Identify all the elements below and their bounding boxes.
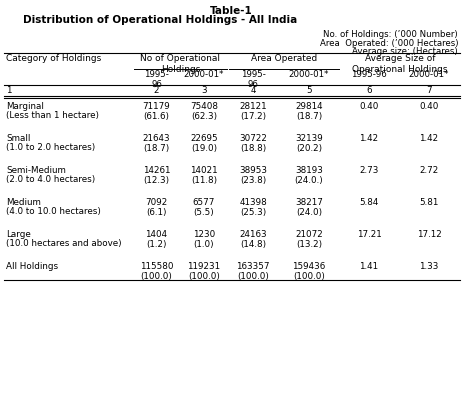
Text: (18.8): (18.8)	[240, 144, 266, 153]
Text: (Less than 1 hectare): (Less than 1 hectare)	[6, 111, 99, 120]
Text: (100.0): (100.0)	[237, 272, 269, 281]
Text: 5.84: 5.84	[359, 198, 379, 207]
Text: 1.33: 1.33	[419, 262, 439, 271]
Text: Medium: Medium	[6, 198, 41, 207]
Text: 29814: 29814	[295, 102, 323, 111]
Text: (10.0 hectares and above): (10.0 hectares and above)	[6, 239, 122, 248]
Text: (24.0): (24.0)	[296, 208, 322, 217]
Text: 22695: 22695	[190, 134, 218, 143]
Text: 2.72: 2.72	[419, 166, 438, 175]
Text: No. of Holdings: (’000 Number): No. of Holdings: (’000 Number)	[323, 30, 458, 39]
Text: 21643: 21643	[143, 134, 170, 143]
Text: (61.6): (61.6)	[144, 112, 170, 121]
Text: 115580: 115580	[140, 262, 173, 271]
Text: 17.12: 17.12	[417, 230, 441, 239]
Text: 28121: 28121	[239, 102, 267, 111]
Text: 24163: 24163	[239, 230, 267, 239]
Text: All Holdings: All Holdings	[6, 262, 58, 271]
Text: Average size: (Hectares): Average size: (Hectares)	[353, 47, 458, 56]
Text: 1.42: 1.42	[359, 134, 378, 143]
Text: 14261: 14261	[143, 166, 170, 175]
Text: 75408: 75408	[190, 102, 218, 111]
Text: (2.0 to 4.0 hectares): (2.0 to 4.0 hectares)	[6, 175, 95, 184]
Text: (100.0): (100.0)	[293, 272, 325, 281]
Text: 14021: 14021	[190, 166, 218, 175]
Text: Table-1: Table-1	[210, 6, 252, 16]
Text: 5.81: 5.81	[419, 198, 439, 207]
Text: 41398: 41398	[239, 198, 267, 207]
Text: 38953: 38953	[239, 166, 267, 175]
Text: Marginal: Marginal	[6, 102, 44, 111]
Text: (19.0): (19.0)	[191, 144, 217, 153]
Text: Area  Operated: (’000 Hectares): Area Operated: (’000 Hectares)	[320, 38, 458, 47]
Text: (4.0 to 10.0 hectares): (4.0 to 10.0 hectares)	[6, 207, 101, 216]
Text: 1995-
96: 1995- 96	[144, 70, 169, 90]
Text: 159436: 159436	[292, 262, 326, 271]
Text: 3: 3	[201, 86, 207, 95]
Text: (100.0): (100.0)	[188, 272, 220, 281]
Text: (1.0 to 2.0 hectares): (1.0 to 2.0 hectares)	[6, 143, 95, 152]
Text: 119231: 119231	[188, 262, 220, 271]
Text: 5: 5	[306, 86, 312, 95]
Text: (11.8): (11.8)	[191, 176, 217, 185]
Text: (6.1): (6.1)	[146, 208, 167, 217]
Text: 1995-96: 1995-96	[351, 70, 387, 79]
Text: (62.3): (62.3)	[191, 112, 217, 121]
Text: (18.7): (18.7)	[296, 112, 322, 121]
Text: 1.41: 1.41	[359, 262, 378, 271]
Text: (100.0): (100.0)	[140, 272, 172, 281]
Text: 1: 1	[6, 86, 12, 95]
Text: (18.7): (18.7)	[143, 144, 170, 153]
Text: 38217: 38217	[295, 198, 323, 207]
Text: 0.40: 0.40	[419, 102, 439, 111]
Text: (24.0.): (24.0.)	[295, 176, 323, 185]
Text: 32139: 32139	[295, 134, 323, 143]
Text: (12.3): (12.3)	[143, 176, 170, 185]
Text: Average Size of
Operational Holdings: Average Size of Operational Holdings	[352, 54, 448, 74]
Text: (13.2): (13.2)	[296, 240, 322, 249]
Text: 21072: 21072	[295, 230, 323, 239]
Text: Small: Small	[6, 134, 30, 143]
Text: 7: 7	[426, 86, 432, 95]
Text: (5.5): (5.5)	[194, 208, 214, 217]
Text: No of Operational
Holdings: No of Operational Holdings	[140, 54, 220, 74]
Text: 2: 2	[154, 86, 159, 95]
Text: Large: Large	[6, 230, 31, 239]
Text: Area Operated: Area Operated	[251, 54, 317, 63]
Text: 30722: 30722	[239, 134, 267, 143]
Text: 2000-01*: 2000-01*	[289, 70, 329, 79]
Text: (20.2): (20.2)	[296, 144, 322, 153]
Text: 1230: 1230	[193, 230, 215, 239]
Text: 2000-01*: 2000-01*	[184, 70, 224, 79]
Text: 38193: 38193	[295, 166, 323, 175]
Text: 0.40: 0.40	[359, 102, 379, 111]
Text: (17.2): (17.2)	[240, 112, 266, 121]
Text: Category of Holdings: Category of Holdings	[6, 54, 101, 63]
Text: (14.8): (14.8)	[240, 240, 266, 249]
Text: 7092: 7092	[146, 198, 168, 207]
Text: (25.3): (25.3)	[240, 208, 266, 217]
Text: 2.73: 2.73	[359, 166, 379, 175]
Text: (1.0): (1.0)	[194, 240, 214, 249]
Text: 17.21: 17.21	[357, 230, 381, 239]
Text: 6: 6	[366, 86, 372, 95]
Text: 1404: 1404	[146, 230, 168, 239]
Text: Distribution of Operational Holdings - All India: Distribution of Operational Holdings - A…	[23, 15, 297, 25]
Text: 4: 4	[250, 86, 256, 95]
Text: 71179: 71179	[143, 102, 170, 111]
Text: 163357: 163357	[236, 262, 270, 271]
Text: 6577: 6577	[193, 198, 215, 207]
Text: (23.8): (23.8)	[240, 176, 266, 185]
Text: (1.2): (1.2)	[146, 240, 167, 249]
Text: 1.42: 1.42	[419, 134, 438, 143]
Text: 1995-
96: 1995- 96	[241, 70, 266, 90]
Text: 2000-01*: 2000-01*	[409, 70, 449, 79]
Text: Semi-Medium: Semi-Medium	[6, 166, 66, 175]
